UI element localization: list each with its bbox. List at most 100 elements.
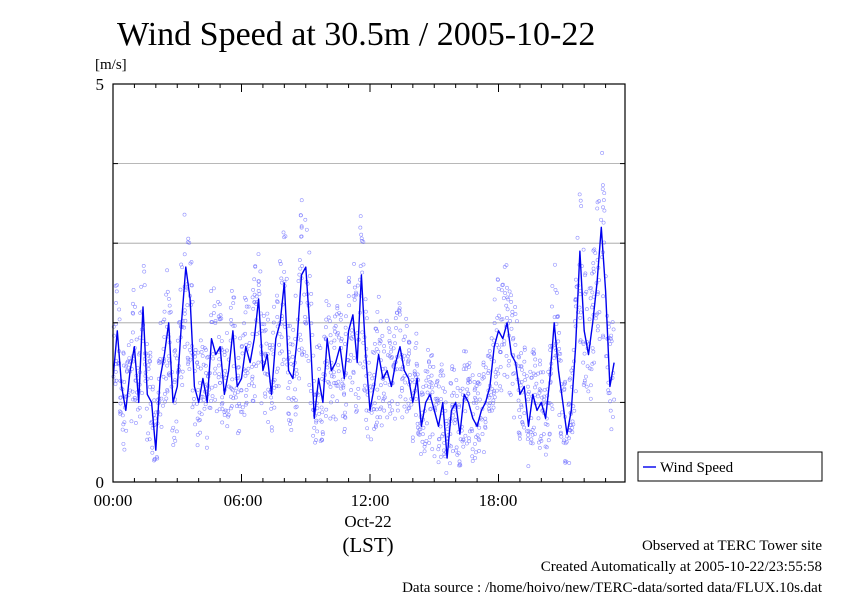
scatter-point [354,409,359,414]
scatter-point [358,214,363,219]
scatter-point [171,443,176,447]
scatter-point [424,378,429,383]
y-tick-marks [113,83,625,483]
scatter-point [145,377,150,381]
scatter-point [581,382,586,387]
scatter-point [186,236,191,241]
scatter-point [158,412,163,417]
scatter-point [420,439,425,444]
scatter-point [563,381,567,386]
scatter-point [523,378,528,382]
scatter-point [286,411,291,416]
scatter-point [538,358,542,363]
scatter-point [584,384,589,389]
scatter-point [498,384,503,389]
scatter-point [208,406,213,410]
scatter-point [251,362,256,367]
scatter-point [506,297,511,302]
scatter-point [209,385,214,390]
scatter-point [366,434,370,439]
scatter-point [226,414,231,419]
scatter-point [430,447,435,452]
scatter-point [148,359,153,364]
scatter-point [504,354,509,358]
scatter-point [165,388,170,392]
scatter-point [165,289,170,294]
scatter-point [238,409,243,414]
scatter-point [494,381,499,386]
scatter-point [165,268,169,273]
scatter-point [336,379,341,384]
scatter-point [288,422,292,426]
scatter-point [213,384,218,388]
scatter-point [378,383,383,388]
scatter-point [180,265,185,270]
scatter-point [492,395,497,400]
scatter-point [601,205,605,210]
scatter-point [442,389,447,394]
scatter-point [541,432,546,437]
scatter-point [544,445,549,450]
scatter-point [256,360,261,365]
scatter-point [422,449,427,454]
scatter-point [441,448,446,453]
scatter-point [339,386,344,391]
scatter-point [188,357,193,362]
scatter-point [438,369,443,374]
scatter-point [293,293,298,298]
scatter-point [498,349,502,354]
scatter-point [362,383,367,388]
scatter-point [182,212,187,217]
scatter-point [234,386,239,391]
scatter-point [566,403,571,407]
scatter-point [355,283,360,288]
scatter-point [250,332,255,336]
scatter-point [492,321,497,325]
scatter-point [347,280,352,284]
scatter-point [124,369,129,374]
scatter-point [125,360,130,365]
scatter-point [470,428,475,433]
scatter-point [173,348,178,353]
scatter-point [572,408,577,413]
scatter-point [501,342,506,347]
scatter-point [121,422,126,427]
scatter-point [348,375,353,380]
scatter-point [324,325,328,330]
scatter-point [400,388,404,393]
scatter-point [601,294,606,299]
scatter-point [161,374,166,379]
scatter-point [382,408,387,413]
scatter-point [320,410,325,415]
scatter-point [185,341,190,346]
scatter-point [146,431,151,436]
scatter-point [205,435,209,440]
scatter-point [473,456,478,460]
scatter-point [585,364,590,369]
scatter-point [216,363,221,368]
scatter-point [414,331,419,336]
scatter-point [487,395,492,400]
scatter-point [249,381,254,386]
scatter-point [493,374,498,379]
scatter-point [317,411,321,416]
scatter-point [475,405,480,410]
scatter-point [393,341,397,346]
scatter-point [257,292,262,296]
scatter-point [393,316,398,321]
scatter-point [308,401,313,406]
scatter-point [229,318,233,322]
scatter-point [399,386,404,390]
scatter-point [507,390,512,395]
scatter-point [122,447,127,452]
scatter-point [205,445,209,450]
scatter-point [496,371,501,376]
scatter-point [210,320,214,325]
scatter-point [544,452,548,457]
scatter-point [167,296,171,301]
scatter-point [558,351,563,356]
scatter-point [467,439,472,444]
scatter-point [120,427,125,432]
scatter-point [435,380,439,385]
scatter-point [372,350,377,355]
